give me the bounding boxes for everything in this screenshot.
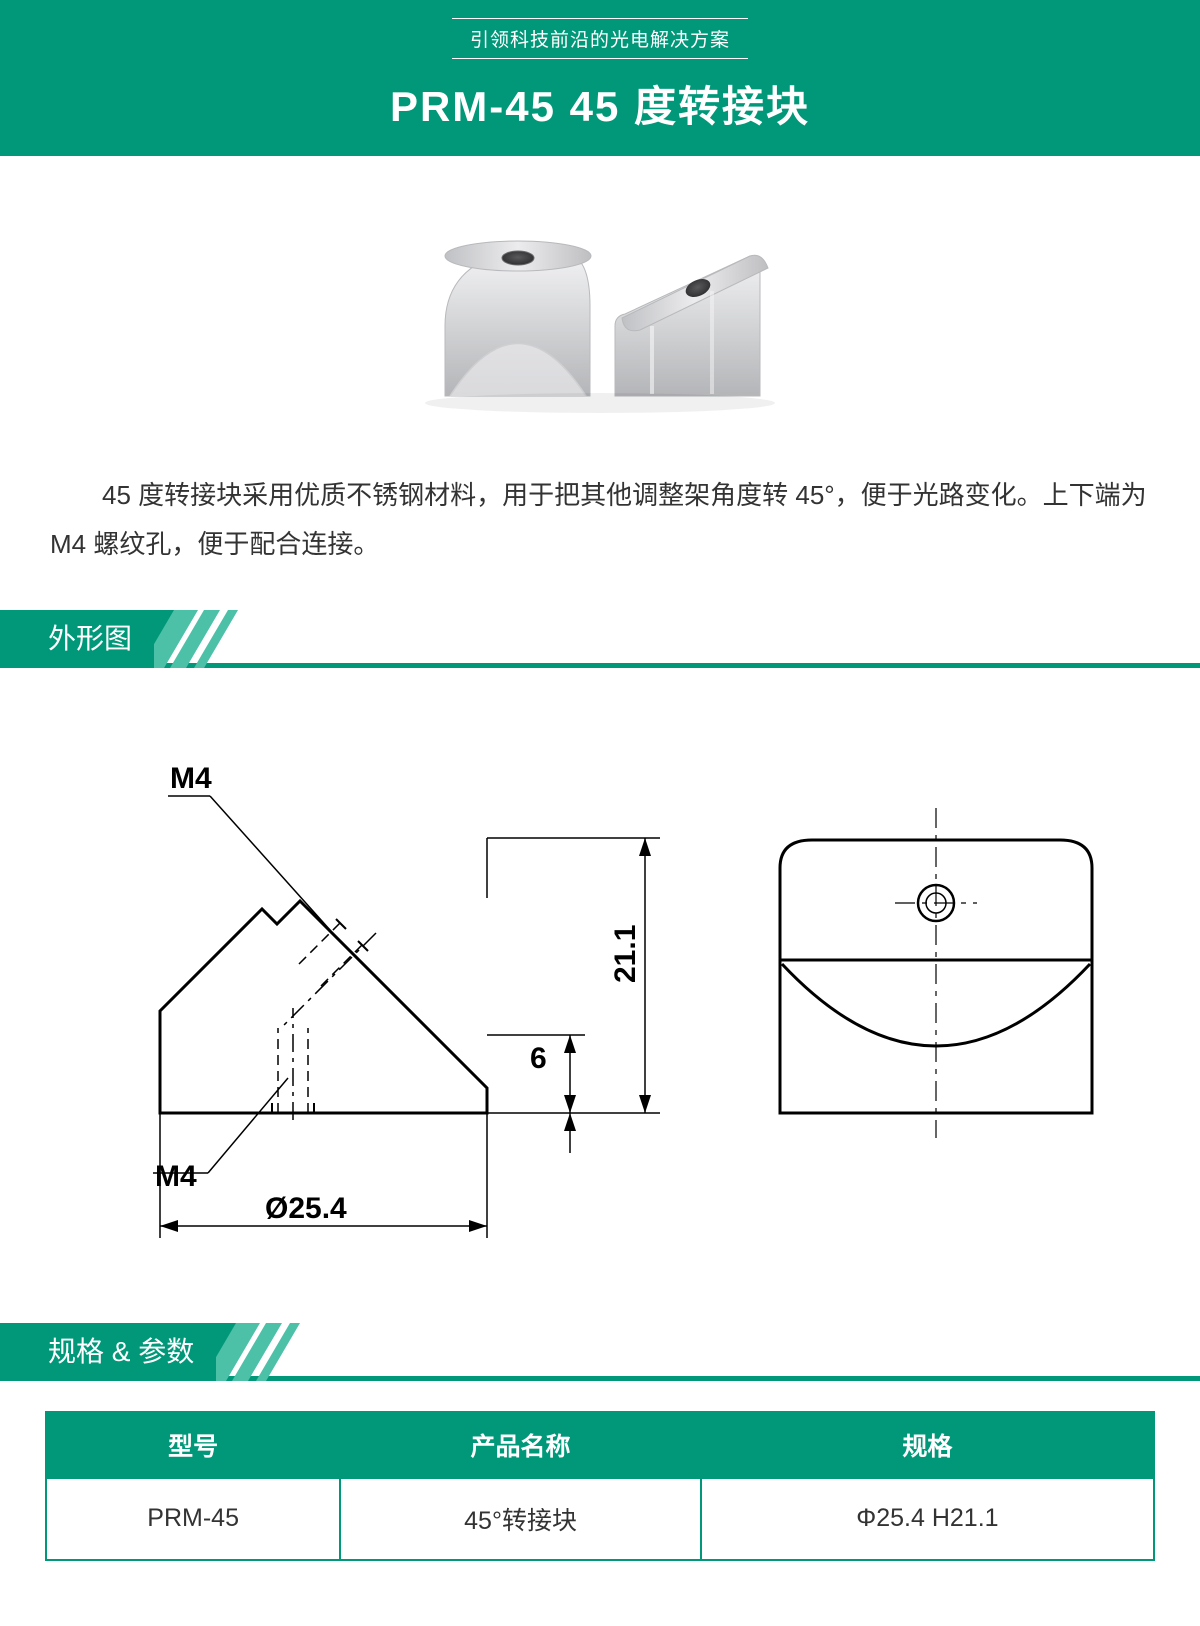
spec-table: 型号 产品名称 规格 PRM-45 45°转接块 Φ25.4 H21.1 xyxy=(45,1411,1155,1561)
drawing-label-m4-bottom: M4 xyxy=(155,1160,197,1193)
product-description: 45 度转接块采用优质不锈钢材料，用于把其他调整架角度转 45°，便于光路变化。… xyxy=(0,461,1200,610)
section-tab-slashes-icon xyxy=(216,1323,366,1381)
col-name: 产品名称 xyxy=(340,1412,701,1478)
table-header-row: 型号 产品名称 规格 xyxy=(46,1412,1154,1478)
section-bar-drawing: 外形图 xyxy=(0,610,1200,668)
section-title-drawing: 外形图 xyxy=(0,610,154,668)
product-photo xyxy=(0,156,1200,461)
drawing-label-depth: 6 xyxy=(530,1042,547,1075)
col-model: 型号 xyxy=(46,1412,340,1478)
cell-spec: Φ25.4 H21.1 xyxy=(701,1478,1154,1560)
product-photo-svg xyxy=(390,196,810,426)
drawing-side-view: M4 M4 Ø25.4 21.1 xyxy=(153,762,660,1238)
section-title-spec: 规格 & 参数 xyxy=(0,1323,216,1381)
table-row: PRM-45 45°转接块 Φ25.4 H21.1 xyxy=(46,1478,1154,1560)
photo-right-block xyxy=(615,255,768,396)
drawing-front-view xyxy=(780,808,1092,1138)
section-tab-slashes-icon xyxy=(154,610,304,668)
header-band: 引领科技前沿的光电解决方案 PRM-45 45 度转接块 xyxy=(0,0,1200,156)
col-spec: 规格 xyxy=(701,1412,1154,1478)
photo-left-block xyxy=(445,241,591,396)
header-tagline: 引领科技前沿的光电解决方案 xyxy=(452,18,748,59)
cell-model: PRM-45 xyxy=(46,1478,340,1560)
drawing-label-diameter: Ø25.4 xyxy=(265,1192,347,1225)
technical-drawing: M4 M4 Ø25.4 21.1 xyxy=(0,678,1200,1323)
cell-name: 45°转接块 xyxy=(340,1478,701,1560)
header-title: PRM-45 45 度转接块 xyxy=(0,73,1200,134)
drawing-svg: M4 M4 Ø25.4 21.1 xyxy=(40,708,1160,1268)
section-bar-spec: 规格 & 参数 xyxy=(0,1323,1200,1381)
drawing-label-height: 21.1 xyxy=(609,924,642,982)
drawing-label-m4-top: M4 xyxy=(170,762,212,795)
spec-table-container: 型号 产品名称 规格 PRM-45 45°转接块 Φ25.4 H21.1 xyxy=(0,1391,1200,1601)
